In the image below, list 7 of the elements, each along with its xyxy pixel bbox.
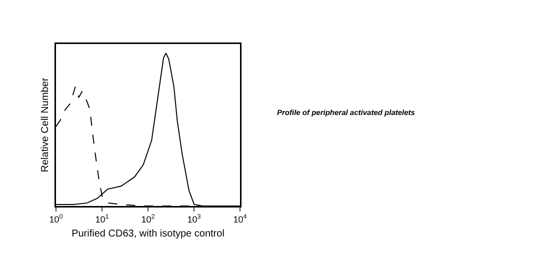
x-tick-label: 10$^{2}$	[141, 214, 156, 224]
x-tick-label: 10$^{4}$	[233, 214, 248, 224]
y-axis-title: Relative Cell Number	[40, 77, 51, 172]
x-tick-label: 10$^{1}$	[95, 214, 110, 224]
x-tick-label: 10$^{0}$	[49, 214, 64, 224]
x-axis-title: Purified CD63, with isotype control	[72, 228, 224, 240]
x-tick-label: 10$^{3}$	[187, 214, 202, 224]
